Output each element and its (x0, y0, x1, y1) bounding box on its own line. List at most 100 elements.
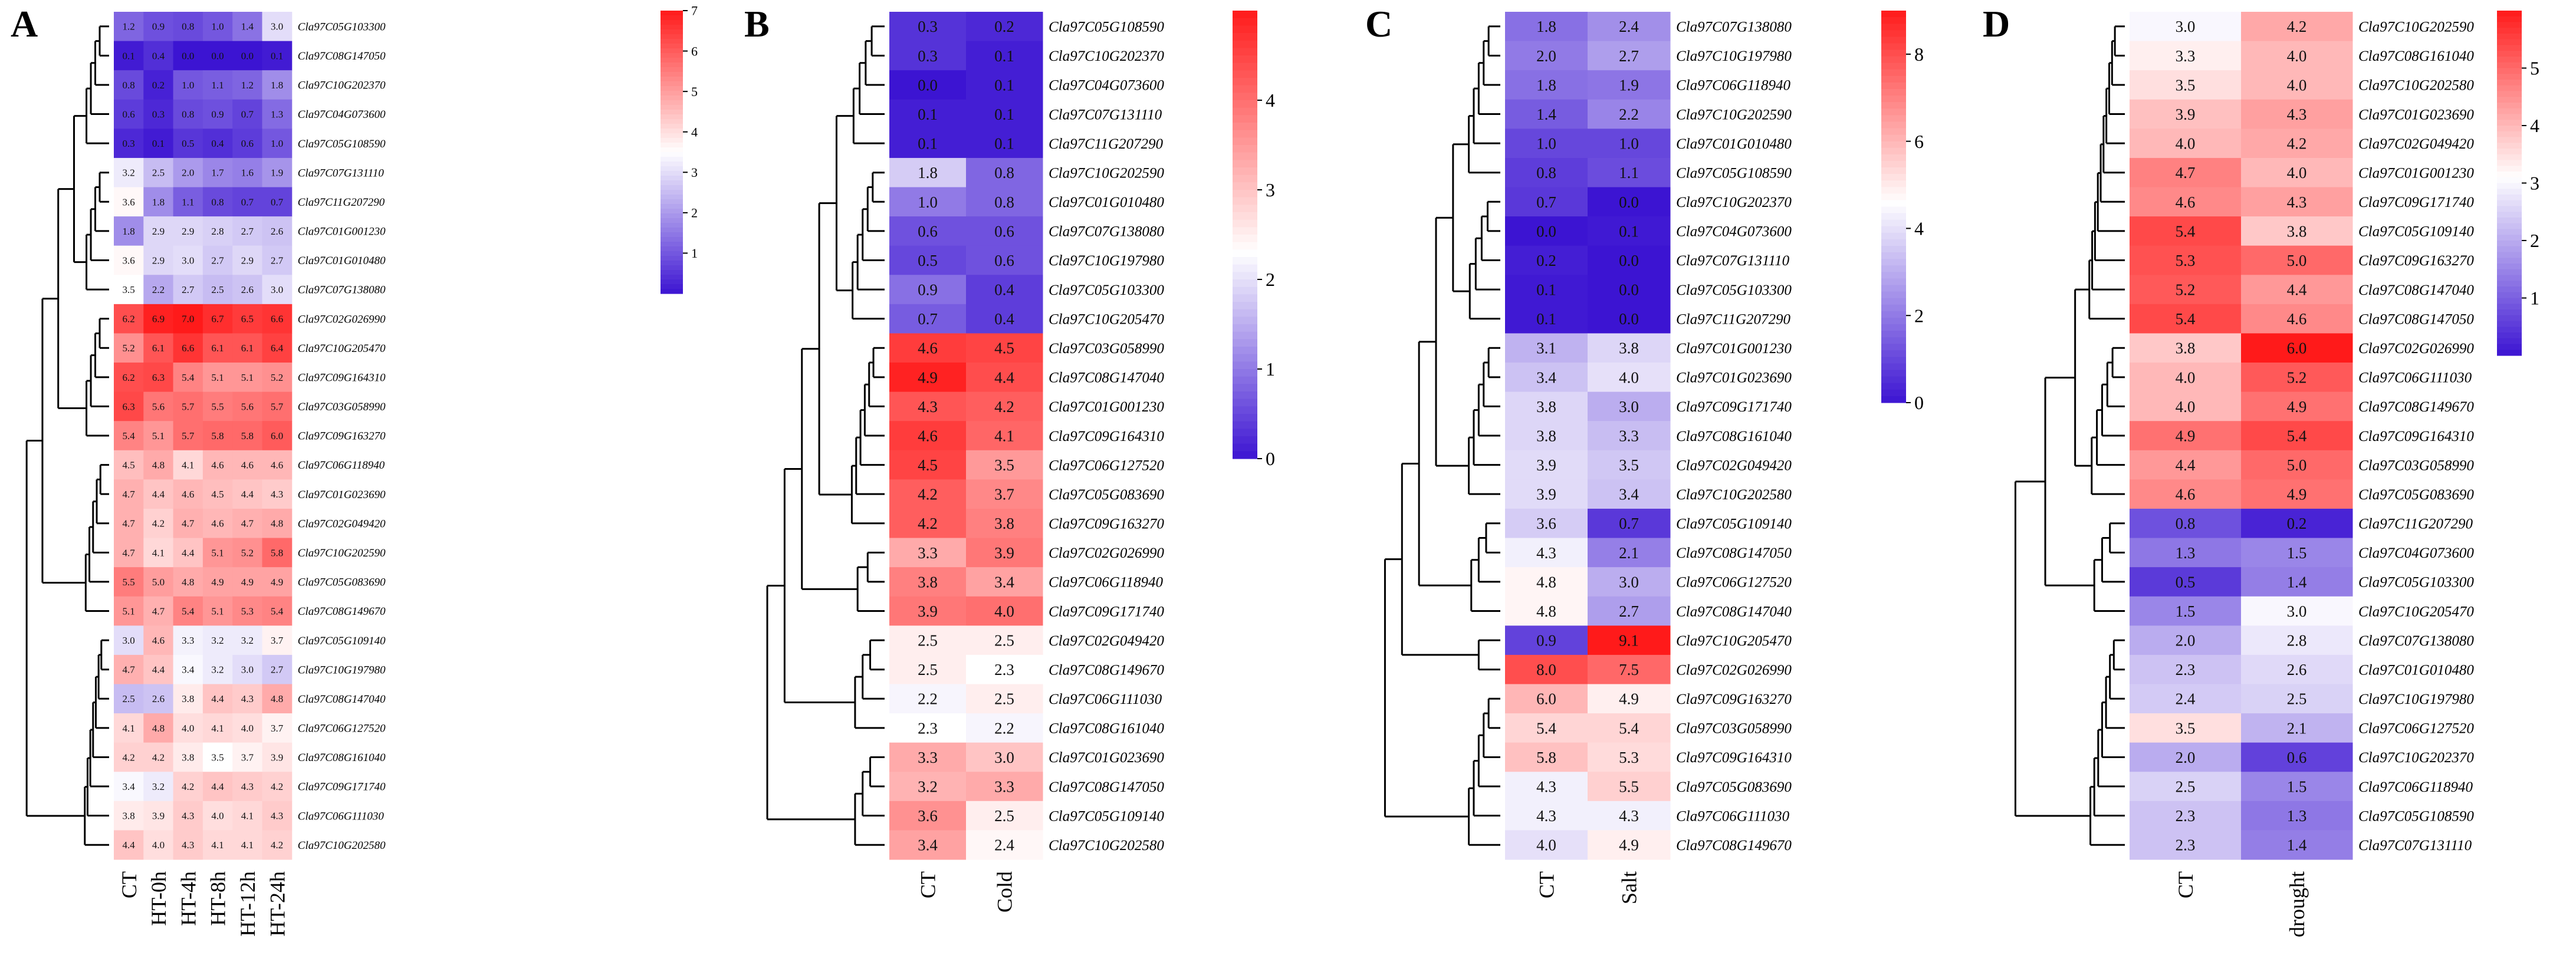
row-label: Cla97C08G149670 (298, 605, 386, 618)
heatmap-cell (2130, 275, 2242, 305)
heatmap-cell (114, 508, 144, 539)
cell-value-label: 0.8 (211, 196, 224, 208)
heatmap-b: 0.3 0.2 Cla97C05G108590 0.3 0.1 Cla97C10G2023… (889, 12, 1164, 913)
colorbar-segment (1233, 369, 1257, 377)
cell-value-label: 2.2 (918, 690, 938, 708)
cell-value-label: 1.3 (2176, 544, 2196, 562)
heatmap-cell (202, 801, 233, 831)
cell-value-label: 2.5 (994, 690, 1014, 708)
colorbar-segment (661, 110, 683, 115)
colorbar-segment (661, 218, 683, 223)
colorbar-segment (661, 44, 683, 49)
cell-value-label: 4.3 (1536, 778, 1556, 795)
panel-c: C 1.8 2.4 Cla97C07G138080 2.0 2.7 Cla97C10G19… (1365, 3, 1924, 904)
heatmap-cell (2130, 333, 2242, 363)
heatmap-cell (143, 713, 174, 743)
cell-value-label: 4.4 (994, 368, 1014, 386)
cell-value-label: 3.9 (2176, 106, 2196, 123)
heatmap-cell (202, 654, 233, 684)
heatmap-cell (889, 538, 967, 568)
cell-value-label: 4.3 (2287, 193, 2307, 211)
dendrogram-branch (88, 526, 109, 583)
cell-value-label: 3.8 (1536, 427, 1556, 444)
panel-label-c: C (1365, 3, 1392, 45)
cell-value-label: 4.2 (152, 752, 165, 763)
colorbar-segment (661, 114, 683, 120)
colorbar-segment (1881, 102, 1906, 109)
row-label: Cla97C08G149670 (1676, 838, 1792, 854)
heatmap-cell (2130, 12, 2242, 42)
cell-value-label: 3.2 (123, 167, 135, 179)
heatmap-cell (202, 713, 233, 743)
colorbar-segment (2497, 229, 2522, 235)
colorbar-tick-label: 2 (2530, 230, 2539, 251)
heatmap-cell (1588, 596, 1671, 626)
cell-value-label: 4.6 (2287, 310, 2307, 328)
cell-value-label: 5.0 (2287, 252, 2307, 269)
heatmap-cell (1588, 129, 1671, 159)
colorbar-segment (1881, 317, 1906, 325)
colorbar-segment (661, 152, 683, 157)
cell-value-label: 5.4 (271, 605, 284, 617)
dendrogram-branch (866, 551, 885, 583)
heatmap-cell (1505, 625, 1588, 656)
heatmap-cell (262, 596, 293, 626)
colorbar-segment (1233, 294, 1257, 302)
heatmap-cell (889, 801, 967, 831)
colorbar-segment (1881, 37, 1906, 44)
cell-value-label: 6.4 (271, 342, 284, 354)
colorbar-segment (2497, 137, 2522, 143)
colorbar-segment (1233, 219, 1257, 228)
colorbar-segment (1881, 252, 1906, 259)
heatmap-cell (889, 99, 967, 129)
dendrogram-branch (856, 233, 885, 291)
cell-value-label: 3.0 (1619, 398, 1639, 416)
dendrogram-branch (98, 318, 109, 349)
heatmap-cell (966, 654, 1043, 684)
colorbar-segment (661, 270, 683, 275)
row-label: Cla97C05G103300 (1049, 282, 1164, 298)
cell-value-label: 6.7 (211, 314, 224, 325)
heatmap-cell (1588, 479, 1671, 509)
row-label: Cla97C10G205470 (298, 342, 386, 355)
row-label: Cla97C02G026990 (1049, 545, 1164, 561)
cell-value-label: 0.3 (918, 47, 938, 65)
heatmap-cell (2130, 421, 2242, 451)
cell-value-label: 1.9 (1619, 76, 1639, 94)
heatmap-cell (262, 333, 293, 363)
heatmap-cell (173, 391, 203, 421)
cell-value-label: 0.5 (2176, 573, 2196, 591)
cell-value-label: 4.8 (152, 460, 165, 471)
colorbar-segment (661, 100, 683, 106)
heatmap-cell (1588, 538, 1671, 568)
colorbar-segment (661, 204, 683, 209)
colorbar-segment (1233, 391, 1257, 400)
colorbar-segment (1881, 121, 1906, 129)
cell-value-label: 2.2 (1619, 106, 1639, 123)
heatmap-cell (966, 275, 1043, 305)
cell-value-label: 0.4 (994, 281, 1014, 299)
colorbar-segment (1233, 145, 1257, 153)
heatmap-cell (143, 216, 174, 246)
row-label: Cla97C09G171740 (1049, 604, 1164, 620)
heatmap-cell (262, 12, 293, 42)
cell-value-label: 0.6 (994, 252, 1014, 269)
cell-value-label: 3.8 (182, 752, 194, 763)
dendrogram-branch (1435, 216, 1469, 467)
dendrogram-branch (1483, 712, 1500, 758)
heatmap-cell (114, 421, 144, 451)
cell-value-label: 5.7 (271, 401, 284, 412)
cell-value-label: 7.5 (1619, 661, 1639, 679)
heatmap-cell (2130, 508, 2242, 539)
heatmap-cell (2130, 245, 2242, 275)
colorbar-segment (2497, 183, 2522, 189)
cell-value-label: 3.9 (994, 544, 1014, 562)
heatmap-cell (889, 508, 967, 539)
cell-value-label: 2.0 (1536, 47, 1556, 65)
heatmap-cell (1505, 41, 1588, 71)
dendrogram-branch (818, 202, 852, 496)
colorbar-segment (661, 195, 683, 200)
heatmap-cell (262, 99, 293, 129)
cell-value-label: 6.1 (241, 342, 254, 354)
row-label: Cla97C10G205470 (1049, 311, 1164, 327)
